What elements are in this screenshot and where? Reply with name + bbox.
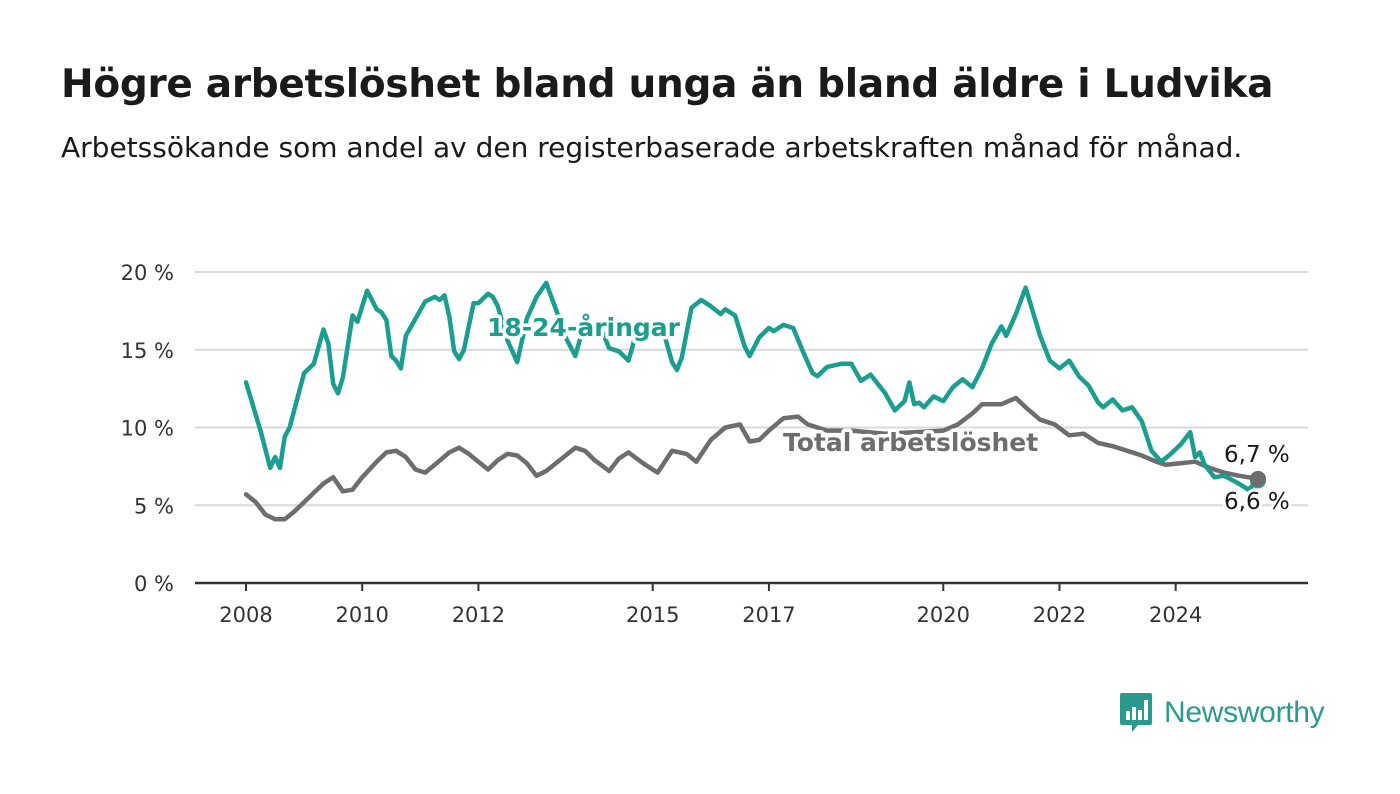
chart-labels: 18-24-åringar Total arbetslöshet 6,7 % 6,6 … [484, 310, 1293, 519]
x-tick-label: 2010 [335, 603, 388, 627]
series-lines [243, 280, 1266, 522]
x-tick-label: 2022 [1033, 603, 1086, 627]
x-axis: 2008 2010 2012 2015 2017 2020 2022 2024 [195, 581, 1308, 627]
series-label-youth: 18-24-åringar [487, 313, 681, 342]
y-tick-label: 5 % [134, 494, 174, 518]
newsworthy-logo[interactable]: Newsworthy [1118, 690, 1325, 736]
end-point-total[interactable] [1250, 470, 1266, 487]
y-tick-label: 20 % [121, 261, 174, 285]
end-value-label-total: 6,7 % [1224, 442, 1290, 468]
x-tick-label: 2008 [219, 603, 272, 627]
series-line-youth [243, 280, 1261, 492]
end-value-label-youth: 6,6 % [1224, 489, 1290, 515]
x-tick-label: 2024 [1149, 603, 1202, 627]
brand-name: Newsworthy [1164, 696, 1325, 729]
chart-title: Högre arbetslöshet bland unga än bland ä… [61, 62, 1274, 107]
x-tick-label: 2012 [452, 603, 505, 627]
chart-subtitle: Arbetssökande som andel av den registerb… [61, 131, 1243, 164]
y-axis: 0 % 5 % 10 % 15 % 20 % [121, 261, 174, 596]
series-line-total [243, 395, 1261, 522]
bar-chart-speech-bubble-icon [1120, 693, 1152, 732]
x-tick-label: 2020 [917, 603, 970, 627]
x-tick-label: 2017 [742, 603, 795, 627]
x-tick-label: 2015 [626, 603, 679, 627]
series-label-total: Total arbetslöshet [783, 428, 1038, 457]
y-tick-label: 15 % [121, 339, 174, 363]
y-tick-label: 10 % [121, 417, 174, 441]
y-tick-label: 0 % [134, 572, 174, 596]
